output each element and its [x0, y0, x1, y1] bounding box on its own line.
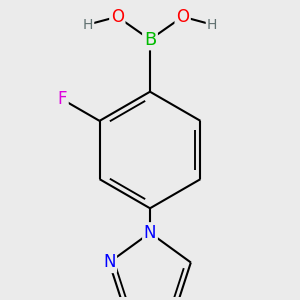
Text: F: F: [58, 90, 67, 108]
Text: H: H: [82, 18, 93, 32]
Text: N: N: [103, 254, 116, 272]
Text: O: O: [176, 8, 189, 26]
Text: H: H: [207, 18, 217, 32]
Text: B: B: [144, 31, 156, 49]
Text: O: O: [111, 8, 124, 26]
Text: N: N: [144, 224, 156, 242]
